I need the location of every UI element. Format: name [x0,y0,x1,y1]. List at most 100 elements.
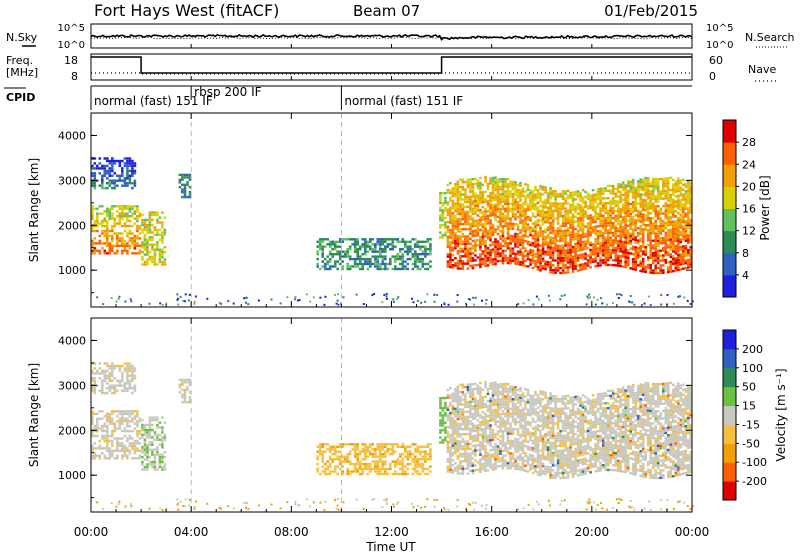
power-cell [566,246,570,249]
velocity-cell [461,465,465,468]
velocity-cell [338,460,342,463]
velocity-cell [454,447,457,450]
power-cell [514,237,517,241]
power-cell [479,258,482,261]
velocity-cell [321,453,324,456]
velocity-cell [466,420,470,423]
power-cell [554,249,557,252]
power-cell [449,231,452,234]
velocity-cell [91,410,94,413]
power-cell [456,180,460,184]
power-cell [604,226,607,230]
velocity-cell [123,452,127,455]
velocity-cell [101,417,104,420]
power-speckle [115,300,118,303]
power-cell [449,182,452,185]
power-cell [649,231,652,235]
power-cell [489,253,492,257]
velocity-cell [116,389,119,392]
power-cell [519,189,522,192]
velocity-cell [113,387,117,390]
power-cell [521,194,525,198]
velocity-cell [141,426,144,429]
power-cell [649,256,652,259]
power-cell [439,231,442,234]
power-cell [664,209,668,212]
power-cell [559,229,562,233]
power-cell [656,195,660,198]
power-cell [469,249,472,253]
velocity-cell [136,429,139,433]
velocity-cell [466,447,470,451]
power-cell [131,215,134,218]
power-cell [606,253,610,257]
power-cell [604,221,607,225]
power-cell [616,195,620,198]
power-cell [98,242,102,245]
power-cell [667,216,670,219]
power-cell [596,215,600,218]
power-cell [424,267,427,271]
power-speckle [649,304,652,307]
power-cell [619,232,622,236]
power-cell [371,250,375,253]
power-speckle [596,298,599,301]
power-cell [599,202,602,205]
power-cell [514,232,517,236]
power-cell [559,239,562,243]
power-cell [641,267,645,271]
power-cell [639,217,642,221]
power-cell [626,224,630,227]
power-cell [677,182,680,185]
power-cell [106,237,109,240]
power-cell [539,264,542,267]
power-cell [481,235,485,238]
power-cell [328,253,332,256]
velocity-cell [466,427,470,431]
power-cell [526,203,530,206]
power-cell [459,222,462,226]
power-cell [424,250,427,253]
power-cell [689,250,693,254]
velocity-cell [183,381,187,384]
power-speckle [383,293,386,296]
power-cell [116,215,119,218]
velocity-cell [153,463,157,466]
power-cell [358,267,362,271]
velocity-cell [93,377,97,380]
power-speckle [643,302,646,305]
power-cell [471,220,475,223]
power-cell [116,179,119,182]
velocity-cell [456,427,460,431]
power-cell [571,221,575,224]
power-cell [654,264,657,267]
power-cell [541,232,545,236]
power-cell [576,205,580,208]
velocity-cell [186,400,189,404]
velocity-cell [333,465,337,468]
power-cell [491,189,495,192]
power-cell [662,177,665,181]
power-cell [479,208,482,212]
power-cell [571,265,575,268]
power-cell [444,216,447,219]
power-cell [506,197,510,201]
power-cell [601,234,605,237]
power-cell [684,207,688,210]
power-cell [464,245,467,248]
velocity-cell [133,439,137,443]
power-cell [639,198,642,201]
power-cell [684,200,688,203]
power-speckle [599,297,602,300]
power-cell [504,257,507,260]
power-cell [536,194,540,197]
power-cell [531,212,535,215]
power-cell [121,179,124,182]
power-cell [594,240,597,243]
power-cell [521,226,525,230]
power-cell [449,216,452,219]
power-cell [466,215,470,218]
power-cell [634,228,637,232]
power-cell [116,234,119,238]
velocity-cell [414,455,417,458]
